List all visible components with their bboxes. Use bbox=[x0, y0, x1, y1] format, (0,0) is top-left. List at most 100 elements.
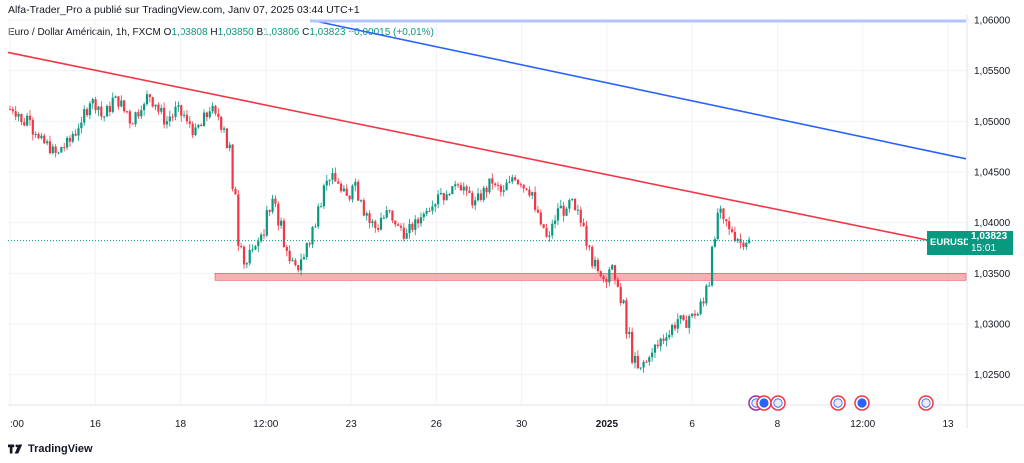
candle-body bbox=[402, 227, 405, 239]
legend-open-label: O bbox=[163, 27, 172, 38]
candle-body bbox=[46, 141, 49, 144]
candle-body bbox=[434, 204, 437, 207]
candle-body bbox=[591, 246, 594, 267]
time-axis[interactable]: :00 16 18 12:00 23 26 30 2025 6 8 12:00 13 bbox=[10, 419, 954, 430]
candle-body bbox=[43, 135, 46, 144]
candle-body bbox=[168, 116, 171, 122]
candle-body bbox=[257, 241, 260, 247]
candle-body bbox=[202, 112, 206, 127]
event-flag bbox=[773, 398, 783, 408]
candle-body bbox=[565, 208, 568, 216]
candle-body bbox=[608, 269, 611, 283]
economic-event-icon[interactable] bbox=[770, 395, 786, 411]
candle-body bbox=[382, 217, 385, 219]
candle-body bbox=[742, 242, 745, 247]
candle-body bbox=[728, 221, 731, 230]
candle-body bbox=[665, 337, 668, 341]
candle-body bbox=[582, 222, 585, 226]
candle-body bbox=[602, 276, 605, 280]
candle-body bbox=[337, 181, 340, 184]
candle-body bbox=[539, 212, 542, 225]
trend-lines[interactable] bbox=[7, 19, 967, 249]
candle-body bbox=[217, 113, 220, 117]
candle-body bbox=[120, 100, 123, 107]
candle-body bbox=[459, 185, 463, 191]
candle-body bbox=[194, 127, 197, 136]
candle-body bbox=[151, 97, 154, 107]
price-axis[interactable]: 1,06000 1,05500 1,05000 1,04500 1,04000 1,035… bbox=[974, 16, 1011, 382]
candle-body bbox=[699, 301, 702, 314]
last-price-value: 1,03823 bbox=[971, 231, 1008, 242]
candle-body bbox=[211, 105, 214, 112]
candle-body bbox=[499, 185, 502, 192]
candle-body bbox=[277, 203, 280, 226]
candle-body bbox=[34, 133, 37, 135]
candle-body bbox=[716, 212, 719, 240]
legend-close-label: C bbox=[302, 27, 310, 38]
candle-body bbox=[103, 116, 106, 118]
candle-body bbox=[494, 183, 497, 186]
candle-body bbox=[668, 334, 671, 338]
candle-body bbox=[676, 319, 679, 329]
candle-body bbox=[479, 193, 482, 200]
economic-event-icon[interactable] bbox=[918, 395, 934, 411]
resistance-trendline[interactable] bbox=[7, 51, 967, 249]
candle-body bbox=[659, 338, 662, 347]
candle-body bbox=[722, 208, 725, 220]
candle-body bbox=[200, 124, 203, 127]
price-axis-label: 1,04000 bbox=[974, 218, 1011, 229]
candle-body bbox=[11, 109, 14, 112]
candle-body bbox=[685, 320, 688, 328]
candle-body bbox=[351, 185, 354, 200]
economic-event-icon[interactable] bbox=[830, 395, 846, 411]
candle-body bbox=[556, 208, 560, 221]
candle-body bbox=[311, 227, 314, 245]
candle-body bbox=[302, 257, 306, 260]
legend-high-label: H bbox=[210, 27, 218, 38]
candle-body bbox=[719, 208, 722, 213]
time-axis-label: 26 bbox=[431, 419, 443, 430]
candle-body bbox=[131, 123, 134, 125]
candle-body bbox=[308, 243, 311, 245]
candle-body bbox=[662, 338, 665, 341]
candle-body bbox=[317, 206, 320, 227]
symbol-legend: Euro / Dollar Américain, 1h, FXCM O1,038… bbox=[8, 27, 434, 38]
economic-event-icon[interactable] bbox=[854, 395, 870, 411]
candle-body bbox=[482, 187, 485, 200]
tradingview-logo-icon bbox=[8, 444, 23, 454]
candle-body bbox=[48, 141, 52, 154]
candle-body bbox=[502, 190, 505, 192]
channel-trendline[interactable] bbox=[309, 19, 967, 160]
candle-body bbox=[462, 186, 465, 191]
candle-body bbox=[619, 286, 622, 304]
candle-body bbox=[342, 188, 345, 192]
candle-body bbox=[613, 265, 617, 280]
candle-body bbox=[733, 231, 736, 242]
candle-body bbox=[616, 279, 619, 287]
candle-body bbox=[411, 223, 414, 230]
candle-body bbox=[688, 316, 691, 328]
candle-body bbox=[534, 192, 537, 210]
candle-body bbox=[328, 179, 331, 181]
candles bbox=[8, 90, 751, 373]
candle-body bbox=[262, 234, 266, 236]
candle-body bbox=[271, 198, 274, 212]
last-price-box: 1,03823 15:01 bbox=[968, 231, 1013, 255]
candle-body bbox=[205, 112, 209, 118]
candle-body bbox=[97, 106, 100, 111]
economic-event-icon[interactable] bbox=[756, 395, 772, 411]
candle-body bbox=[708, 285, 711, 287]
candle-body bbox=[165, 121, 169, 125]
candle-body bbox=[108, 105, 111, 112]
candle-body bbox=[536, 209, 540, 213]
time-axis-label: 6 bbox=[689, 419, 695, 430]
candle-body bbox=[516, 179, 520, 185]
candle-body bbox=[114, 96, 117, 98]
candle-body bbox=[496, 185, 500, 187]
economic-events[interactable] bbox=[748, 395, 934, 411]
footer-brand[interactable]: TradingView bbox=[8, 443, 93, 455]
candle-body bbox=[197, 124, 200, 128]
candle-body bbox=[448, 194, 451, 196]
candle-body bbox=[334, 173, 337, 182]
